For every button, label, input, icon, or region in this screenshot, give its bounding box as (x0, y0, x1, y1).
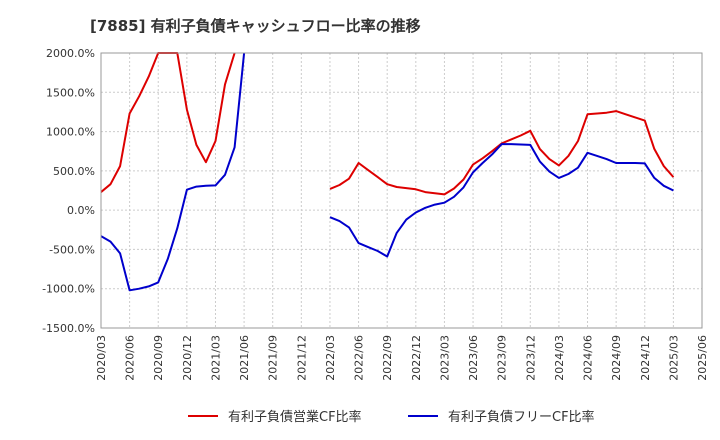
plot-frame (100, 52, 703, 329)
chart-title: [7885] 有利子負債キャッシュフロー比率の推移 (90, 17, 421, 35)
x-tick-label: 2023/06 (467, 335, 480, 381)
y-tick-label: -500.0% (49, 243, 95, 256)
series-line-1-segment-1 (329, 143, 674, 258)
x-tick-label: 2022/12 (410, 335, 423, 381)
x-tick-label: 2021/03 (209, 335, 222, 381)
x-tick-label: 2020/12 (181, 335, 194, 381)
x-tick-label: 2023/09 (496, 335, 509, 381)
x-tick-label: 2025/06 (696, 335, 709, 381)
x-tick-label: 2020/03 (95, 335, 108, 381)
x-tick-label: 2024/12 (639, 335, 652, 381)
y-tick-label: 1500.0% (46, 86, 95, 99)
legend-label-1: 有利子負債フリーCF比率 (448, 409, 595, 425)
x-tick-label: 2024/03 (553, 335, 566, 381)
y-tick-label: 2000.0% (46, 47, 95, 60)
x-tick-label: 2021/06 (238, 335, 251, 381)
x-tick-label: 2024/06 (582, 335, 595, 381)
legend: 有利子負債営業CF比率 有利子負債フリーCF比率 (188, 409, 595, 425)
legend-label-0: 有利子負債営業CF比率 (228, 409, 362, 425)
x-tick-label: 2021/12 (295, 335, 308, 381)
y-tick-label: 1000.0% (46, 126, 95, 139)
x-tick-label: 2022/09 (381, 335, 394, 381)
y-tick-label: -1000.0% (42, 283, 95, 296)
x-tick-label: 2024/09 (610, 335, 623, 381)
x-tick-label: 2023/12 (524, 335, 537, 381)
x-tick-label: 2020/06 (124, 335, 137, 381)
x-tick-label: 2022/03 (324, 335, 337, 381)
x-tick-label: 2021/09 (267, 335, 280, 381)
y-axis: 2000.0% 1500.0% 1000.0% 500.0% 0.0% -500.0% -1… (42, 47, 95, 335)
x-tick-label: 2025/03 (667, 335, 680, 381)
y-tick-label: -1500.0% (42, 322, 95, 335)
x-axis: 2020/03 2020/06 2020/09 2020/12 2021/03 2021/… (95, 335, 709, 381)
x-tick-label: 2023/03 (438, 335, 451, 381)
y-tick-label: 500.0% (53, 165, 95, 178)
grid (100, 52, 703, 329)
x-tick-label: 2020/09 (152, 335, 165, 381)
y-tick-label: 0.0% (67, 204, 95, 217)
x-tick-label: 2022/06 (353, 335, 366, 381)
series-line-1-segment-0 (101, 52, 246, 292)
